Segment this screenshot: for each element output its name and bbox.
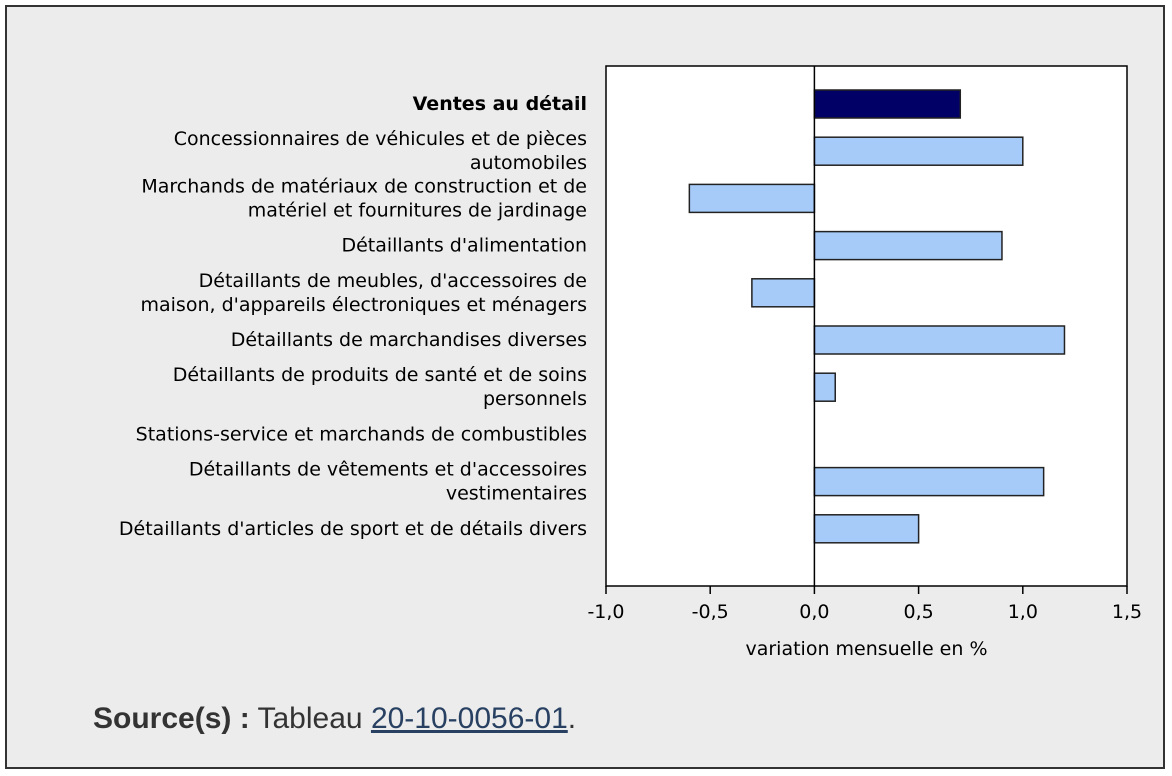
category-label-line: automobiles [470,152,587,174]
bar-4 [751,278,816,308]
bar-8 [813,466,1045,497]
bar-9 [813,514,920,544]
bar-2 [688,183,816,214]
category-label-line: personnels [483,388,587,410]
category-label-4: Détaillants de meubles, d'accessoires de… [141,269,588,315]
x-axis-label: variation mensuelle en % [745,638,987,660]
source-suffix: . [567,702,577,735]
x-tick-label: 0,0 [799,601,829,623]
category-label-8: Détaillants de vêtements et d'accessoire… [189,458,587,504]
bar-1 [813,136,1024,166]
bar-6 [813,372,836,402]
category-label-line: Détaillants de marchandises diverses [231,329,587,351]
source-label: Source(s) : [93,702,250,735]
source-line: Source(s) : Tableau 20-10-0056-01. [93,702,576,736]
x-tick-label: -0,5 [692,601,729,623]
category-label-line: Détaillants d'alimentation [341,234,587,256]
category-label-line: Détaillants de meubles, d'accessoires de [199,269,587,291]
category-label-line: Détaillants de vêtements et d'accessoire… [189,458,587,480]
category-label-line: Stations-service et marchands de combust… [136,423,587,445]
figure-frame: Ventes au détail Concessionnaires de véhi… [5,5,1165,769]
category-label-3: Détaillants d'alimentation [341,234,587,256]
category-label-line: Ventes au détail [413,93,587,115]
category-label-0: Ventes au détail [413,93,587,115]
category-label-1: Concessionnaires de véhicules et de pièc… [174,128,587,174]
bar-0 [813,89,962,119]
x-tick-label: 1,0 [1008,601,1038,623]
category-label-7: Stations-service et marchands de combust… [136,423,587,445]
x-tick-label: -1,0 [587,601,624,623]
category-label-line: maison, d'appareils électroniques et mén… [141,293,588,315]
category-label-5: Détaillants de marchandises diverses [231,329,587,351]
x-tick-label: 0,5 [903,601,933,623]
source-table-link[interactable]: 20-10-0056-01 [370,702,568,735]
source-text: Tableau [257,702,363,735]
category-label-6: Détaillants de produits de santé et de s… [173,364,587,410]
category-label-line: Marchands de matériaux de construction e… [141,175,587,197]
category-label-line: matériel et fournitures de jardinage [248,199,587,221]
category-label-line: Détaillants d'articles de sport et de dé… [119,517,587,539]
category-label-line: vestimentaires [446,482,587,504]
category-label-9: Détaillants d'articles de sport et de dé… [119,517,587,539]
bar-chart: Ventes au détail Concessionnaires de véhi… [119,65,1142,660]
category-label-line: Détaillants de produits de santé et de s… [173,364,587,386]
bar-5 [813,325,1066,355]
category-label-2: Marchands de matériaux de construction e… [141,175,587,221]
bar-3 [813,230,1003,261]
category-label-line: Concessionnaires de véhicules et de pièc… [174,128,587,150]
x-tick-label: 1,5 [1112,601,1142,623]
